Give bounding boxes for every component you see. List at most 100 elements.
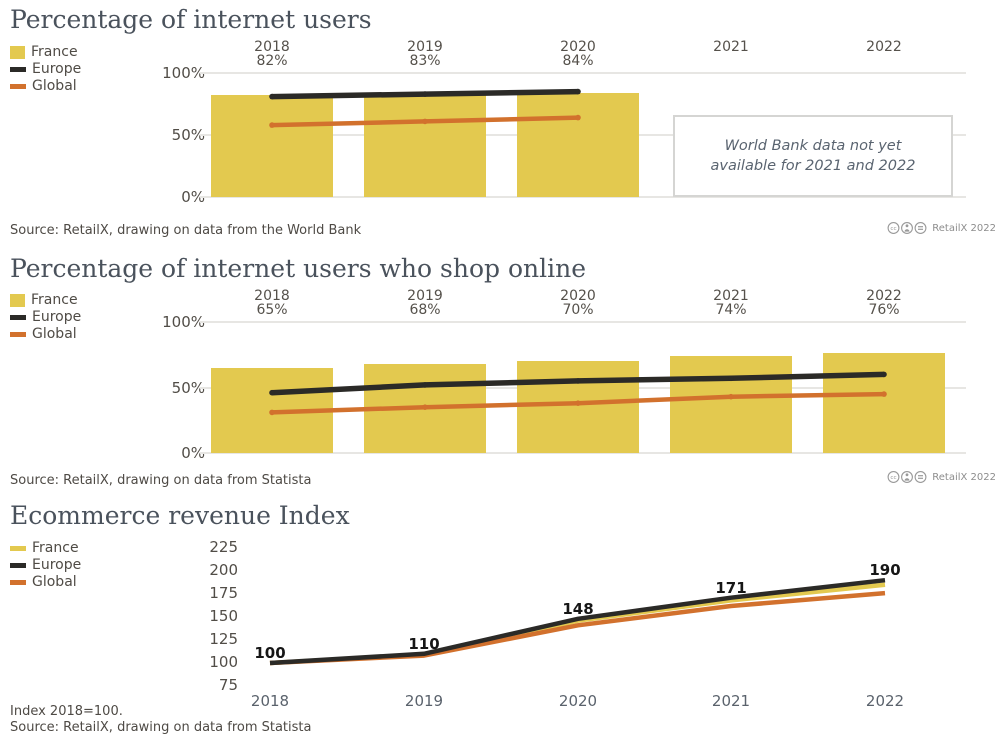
france-bar: [670, 356, 792, 453]
legend-item-france: France: [10, 292, 81, 308]
legend-item-europe: Europe: [10, 309, 81, 325]
bar-value-label: 70%: [562, 302, 594, 318]
france-bar: [364, 363, 486, 453]
legend-item-europe: Europe: [10, 61, 81, 77]
legend-item-global: Global: [10, 574, 81, 590]
source-text: Source: RetailX, drawing on data from St…: [10, 720, 312, 735]
legend-label: Global: [32, 574, 77, 590]
legend-label: Europe: [32, 557, 82, 573]
y-axis-tick-label: 100%: [162, 313, 205, 331]
point-value-label: 100: [254, 644, 286, 662]
legend-label: France: [31, 44, 78, 60]
y-axis-tick-label: 50%: [171, 378, 205, 397]
legend-item-global: Global: [10, 326, 81, 342]
gridline: [200, 321, 966, 323]
page-title: Ecommerce revenue Index: [10, 501, 350, 530]
attribution-icon: [901, 471, 914, 483]
x-axis-year-label: 2018: [250, 692, 290, 710]
y-axis-tick-label: 150: [209, 607, 238, 625]
france-line: [269, 582, 886, 666]
y-axis-tick-label: 50%: [171, 126, 205, 144]
france-bar: [364, 94, 486, 197]
gridline: [200, 452, 966, 454]
y-axis-tick-label: 100%: [162, 64, 205, 82]
x-axis-year-label: 2021: [713, 39, 749, 55]
legend: France Europe Global: [10, 540, 81, 591]
legend: France Europe Global: [10, 292, 81, 343]
europe-swatch-icon: [10, 66, 26, 72]
source-text: Source: RetailX, drawing on data from th…: [10, 223, 362, 238]
global-swatch-icon: [10, 579, 26, 585]
x-axis-year-label: 2022: [866, 39, 902, 55]
y-axis-tick-label: 125: [209, 630, 238, 648]
x-axis-year-label: 2018: [254, 39, 290, 55]
legend-item-france: France: [10, 44, 81, 60]
bar-value-label: 74%: [715, 302, 747, 318]
legend-label: Europe: [32, 309, 82, 325]
gridline: [200, 72, 966, 74]
x-axis-year-label: 2020: [558, 692, 598, 710]
y-axis-tick-label: 100: [209, 653, 238, 671]
legend-item-france: France: [10, 540, 81, 556]
legend-label: Global: [32, 78, 77, 94]
note-text: available for 2021 and 2022: [710, 158, 916, 174]
bar-value-label: 82%: [256, 53, 288, 69]
x-axis-year-label: 2021: [713, 288, 749, 304]
x-axis-year-label: 2022: [865, 692, 905, 710]
x-axis-year-label: 2019: [404, 692, 444, 710]
global-swatch-icon: [10, 83, 26, 89]
x-axis-year-label: 2022: [866, 288, 902, 304]
chart-shop-online: Percentage of internet users who shop on…: [0, 247, 1008, 495]
credit-text: RetailX 2022: [932, 222, 996, 234]
europe-line: [269, 577, 886, 666]
y-axis-tick-label: 175: [209, 584, 238, 602]
point-value-label: 190: [869, 561, 901, 580]
x-axis-year-label: 2021: [711, 692, 751, 710]
svg-text:cc: cc: [891, 226, 897, 232]
gridline: [200, 196, 966, 198]
y-axis-tick-label: 75: [218, 676, 238, 694]
source-text: Source: RetailX, drawing on data from St…: [10, 473, 312, 488]
bar-value-label: 65%: [256, 302, 288, 318]
x-axis-year-label: 2019: [407, 288, 443, 304]
point-value-label: 171: [715, 578, 747, 597]
y-axis-tick-label: 0%: [181, 188, 205, 206]
legend-item-global: Global: [10, 78, 81, 94]
france-bar: [211, 367, 333, 453]
attribution-icon: [901, 222, 914, 234]
x-axis-year-label: 2019: [407, 39, 443, 55]
legend-label: France: [32, 540, 79, 556]
point-value-label: 148: [562, 599, 594, 618]
bar-value-label: 68%: [409, 302, 441, 318]
x-axis-year-label: 2020: [560, 288, 596, 304]
index-footnote: Index 2018=100.: [10, 704, 123, 719]
cc-icon: cc: [887, 222, 900, 234]
france-swatch-icon: [10, 545, 26, 551]
legend-item-europe: Europe: [10, 557, 81, 573]
bar-value-label: 76%: [868, 302, 900, 318]
note-text: World Bank data not yet: [724, 138, 902, 154]
chart-internet-users: Percentage of internet users France Euro…: [0, 0, 1008, 247]
france-swatch-icon: [10, 45, 25, 59]
france-bar: [517, 361, 639, 453]
missing-data-note: World Bank data not yet available for 20…: [673, 115, 953, 197]
france-bar: [823, 353, 945, 453]
legend-label: Europe: [32, 61, 82, 77]
equal-icon: [914, 471, 927, 483]
cc-icon: cc: [887, 471, 900, 483]
france-bar: [211, 95, 333, 197]
legend: France Europe Global: [10, 44, 81, 95]
y-axis-tick-label: 225: [209, 538, 238, 556]
france-swatch-icon: [10, 293, 25, 307]
equal-icon: [914, 222, 927, 234]
point-value-label: 110: [408, 634, 440, 653]
y-axis-tick-label: 200: [209, 561, 238, 579]
europe-swatch-icon: [10, 314, 26, 320]
france-bar: [517, 92, 639, 197]
page-title: Percentage of internet users who shop on…: [10, 254, 586, 283]
svg-text:cc: cc: [891, 475, 897, 481]
credit-text: RetailX 2022: [932, 471, 996, 483]
chart-ecommerce-revenue-index: Ecommerce revenue Index France Europe Gl…: [0, 495, 1008, 740]
license-icons: cc: [887, 471, 927, 483]
